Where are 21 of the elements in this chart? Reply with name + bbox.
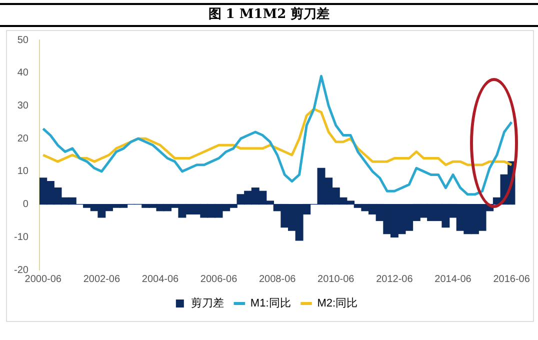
y-tick-label: -20	[14, 264, 29, 276]
x-tick-label: 2016-06	[493, 274, 530, 285]
legend-label: 剪刀差	[190, 296, 224, 310]
y-tick-label: -10	[14, 232, 29, 243]
x-tick-label: 2004-06	[142, 274, 180, 285]
y-tick-label: 20	[17, 133, 29, 144]
y-tick-label: 10	[17, 166, 29, 178]
x-tick-label: 2000-06	[24, 274, 62, 285]
x-tick-label: 2012-06	[376, 274, 414, 285]
legend-label: M1:同比	[250, 296, 291, 310]
y-tick-label: 50	[17, 34, 29, 46]
x-tick-label: 2006-06	[200, 274, 238, 285]
legend-label: M2:同比	[317, 296, 358, 310]
y-tick-label: 0	[22, 199, 29, 210]
x-tick-label: 2010-06	[318, 274, 355, 285]
x-tick-label: 2002-06	[83, 274, 120, 285]
y-tick-label: 40	[17, 68, 29, 79]
chart-title: 图 1 M1M2 剪刀差	[0, 3, 538, 27]
x-tick-label: 2008-06	[258, 274, 296, 285]
y-tick-label: 30	[17, 100, 29, 112]
x-tick-label: 2014-06	[434, 274, 472, 285]
